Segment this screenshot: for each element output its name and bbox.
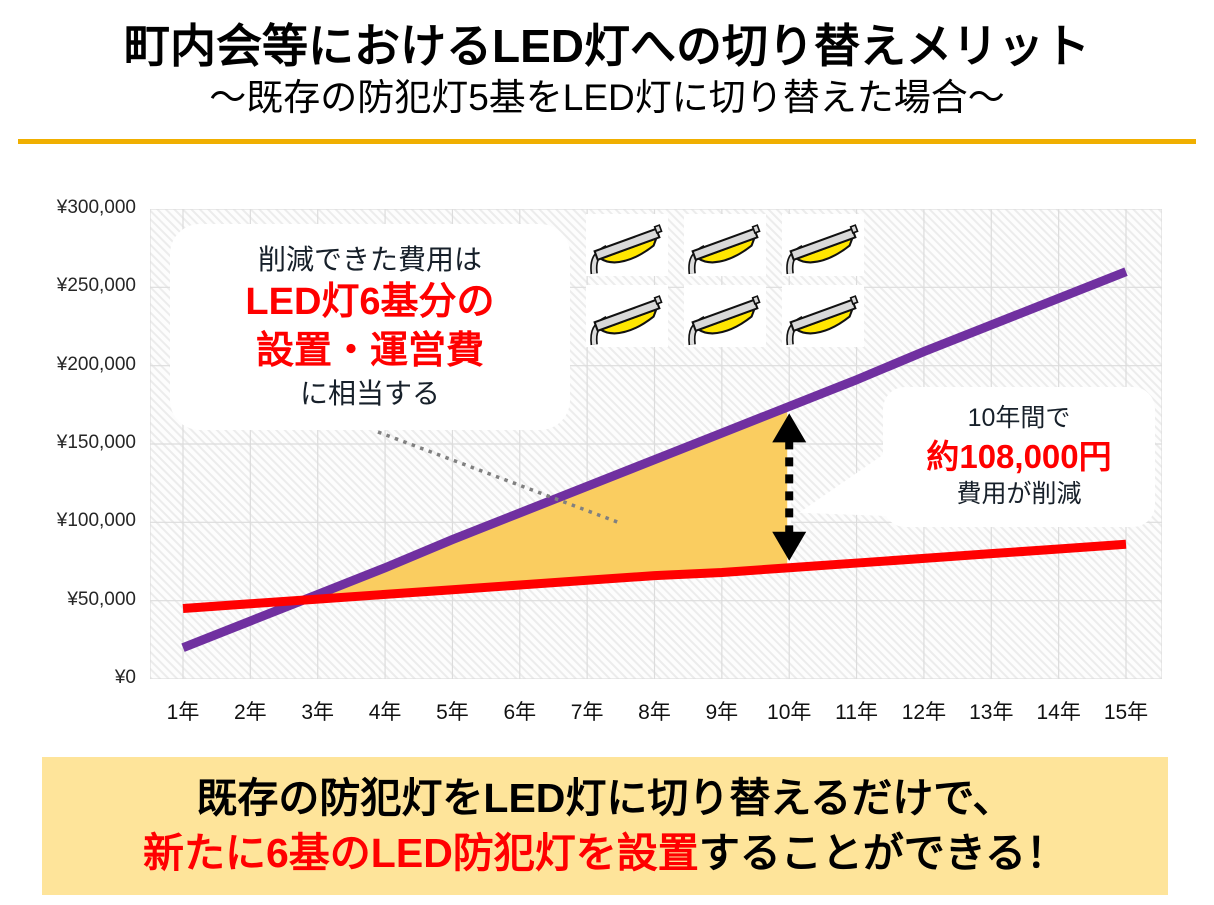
streetlight-icons [586,214,864,347]
streetlight-icon [782,285,864,347]
x-tick-label: 12年 [901,701,947,724]
right-callout: 10年間で 約108,000円 費用が削減 [883,387,1155,527]
banner-line2-red: 新たに6基のLED防犯灯を設置 [143,829,699,876]
y-tick-label: ¥100,000 [56,510,136,532]
right-callout-line3: 費用が削減 [956,480,1082,509]
x-tick-label: 7年 [570,701,604,724]
streetlight-icon [684,214,766,276]
y-tick-label: ¥0 [114,667,136,688]
banner-line1: 既存の防犯灯をLED灯に切り替えるだけで、 [196,775,1014,822]
x-tick-label: 10年 [767,701,812,724]
x-tick-label: 5年 [436,701,469,724]
y-tick-label: ¥200,000 [56,353,136,375]
banner-line2-black: することができる！ [698,829,1067,876]
x-tick-label: 14年 [1036,701,1081,724]
left-callout-line3: 設置・運営費 [255,330,484,372]
x-tick-label: 4年 [368,701,402,724]
x-tick-label: 2年 [234,701,267,724]
y-tick-label: ¥150,000 [56,432,136,453]
y-tick-label: ¥250,000 [56,275,136,297]
left-callout: 削減できた費用は LED灯6基分の 設置・運営費 に相当する [170,224,570,430]
right-callout-line1: 10年間で [967,403,1071,432]
streetlight-icon [684,285,766,347]
right-callout-line2: 約108,000円 [926,437,1112,475]
x-tick-label: 3年 [301,701,335,724]
title-divider [18,139,1196,144]
streetlight-icon [586,214,668,276]
streetlight-icon [586,285,668,347]
x-tick-label: 6年 [503,701,537,724]
x-tick-label: 9年 [705,701,739,724]
left-callout-line4: に相当する [299,377,440,409]
y-tick-label: ¥50,000 [67,588,136,610]
page-subtitle: ～既存の防犯灯5基をLED灯に切り替えた場合～ [209,76,1005,118]
page-title: 町内会等におけるLED灯への切り替えメリット [124,20,1090,72]
bottom-banner: 既存の防犯灯をLED灯に切り替えるだけで、 新たに6基のLED防犯灯を設置するこ… [42,757,1168,895]
y-tick-label: ¥300,000 [56,197,136,218]
x-tick-label: 15年 [1103,701,1149,724]
x-tick-label: 11年 [835,701,878,724]
x-tick-label: 13年 [969,701,1014,724]
x-tick-label: 1年 [166,701,200,724]
banner-line2: 新たに6基のLED防犯灯を設置することができる！ [42,830,1168,877]
left-callout-line2: LED灯6基分の [245,281,495,324]
x-tick-label: 8年 [638,701,671,724]
left-callout-line1: 削減できた費用は [257,243,482,275]
streetlight-icon [782,214,864,276]
